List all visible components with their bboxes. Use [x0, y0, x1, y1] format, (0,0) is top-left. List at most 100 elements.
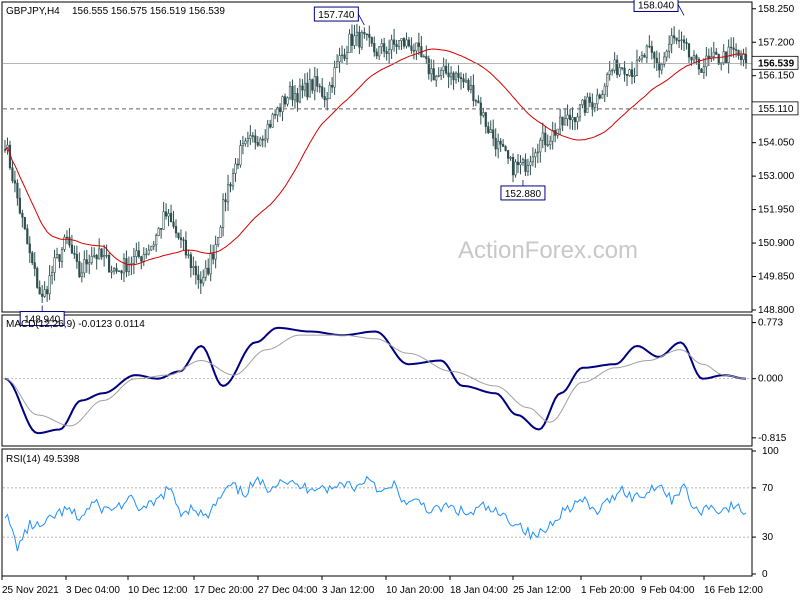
candle-body	[616, 59, 619, 76]
candle-body	[58, 254, 61, 262]
candle-body	[658, 62, 661, 71]
candle-body	[130, 263, 133, 265]
candle-body	[50, 272, 54, 277]
candle-body	[467, 79, 470, 90]
candle-body	[241, 143, 245, 146]
candle-body	[484, 112, 487, 127]
candle-body	[323, 96, 326, 101]
candle-body	[734, 49, 738, 51]
candle-body	[623, 67, 626, 75]
candle-body	[603, 85, 606, 95]
candle-body	[160, 228, 163, 230]
candle-body	[509, 157, 512, 159]
annotation-label: 152.880	[505, 189, 542, 200]
time-tick-label: 3 Dec 04:00	[66, 585, 120, 596]
candle-body	[98, 248, 101, 260]
candle-body	[474, 100, 477, 102]
macd-tick-label: 0.000	[758, 374, 783, 385]
candle-body	[321, 86, 324, 97]
candle-body	[539, 139, 542, 153]
candle-body	[288, 86, 292, 99]
price-tick-label: 156.150	[758, 71, 795, 82]
candle-body	[571, 117, 574, 121]
candle-body	[695, 55, 698, 60]
candle-body	[685, 42, 688, 44]
candle-body	[199, 279, 202, 284]
candle-body	[663, 56, 666, 65]
candle-body	[167, 213, 170, 217]
candle-body	[606, 74, 609, 87]
candle-body	[625, 74, 629, 76]
candle-body	[212, 253, 215, 260]
candle-body	[286, 97, 289, 105]
candle-body	[340, 54, 344, 57]
candle-body	[519, 162, 522, 166]
candle-body	[125, 258, 128, 272]
candle-body	[593, 103, 596, 108]
candle-body	[28, 243, 31, 254]
candle-body	[412, 50, 416, 52]
candle-body	[668, 43, 671, 52]
candle-body	[217, 237, 220, 245]
candle-body	[531, 156, 534, 163]
candle-body	[135, 250, 138, 257]
candle-body	[174, 226, 178, 234]
annotation-label: 157.740	[318, 10, 355, 21]
candle-body	[395, 44, 398, 48]
candle-body	[415, 42, 418, 52]
candle-body	[145, 253, 148, 256]
candle-body	[407, 39, 411, 47]
annotation-label: 158.040	[638, 0, 675, 11]
candle-body	[269, 123, 272, 128]
time-axis: 25 Nov 2021 3 Dec 04:00 10 Dec 12:00 17 Dec…	[1, 576, 763, 596]
candle-body	[46, 289, 49, 295]
candle-body	[598, 94, 601, 99]
support-level-box	[751, 101, 799, 116]
candle-body	[120, 270, 123, 274]
candle-body	[677, 40, 681, 42]
candle-body	[26, 228, 29, 245]
candle-body	[536, 151, 539, 154]
candle-body	[226, 184, 230, 203]
candle-body	[583, 99, 587, 113]
candle-body	[700, 68, 703, 73]
rsi-layer: 100 70 30 0	[3, 446, 779, 580]
candle-body	[596, 94, 599, 105]
time-tick-label: 1 Feb 20:00	[581, 585, 635, 596]
candle-body	[53, 257, 56, 273]
candle-body	[534, 152, 537, 158]
candle-body	[400, 38, 403, 42]
candle-body	[630, 69, 634, 77]
candle-body	[650, 46, 653, 53]
candle-body	[440, 70, 443, 76]
candle-body	[328, 84, 331, 99]
candle-body	[182, 239, 185, 241]
candle-body	[333, 67, 336, 88]
candle-body	[645, 45, 648, 58]
macd-tick-label: 0.773	[758, 318, 783, 329]
candle-body	[601, 94, 604, 99]
candle-body	[566, 114, 569, 120]
candle-body	[506, 150, 510, 159]
price-tick-label: 153.000	[758, 171, 795, 182]
candle-body	[549, 140, 552, 145]
candle-body	[635, 59, 639, 76]
price-tick-label: 157.200	[758, 37, 795, 48]
candle-body	[236, 163, 240, 166]
candle-body	[311, 79, 314, 91]
candle-body	[189, 254, 192, 268]
candle-body	[164, 211, 168, 217]
rsi-tick-label: 0	[762, 569, 768, 580]
candle-body	[350, 33, 354, 46]
candle-body	[281, 96, 284, 113]
candle-body	[494, 137, 497, 150]
time-tick-label: 16 Feb 12:00	[704, 585, 763, 596]
candle-body	[75, 254, 78, 262]
candle-body	[348, 33, 351, 54]
candle-body	[383, 43, 386, 52]
price-axis: 148.800 149.850 150.900 151.950 153.000 154.0…	[751, 4, 799, 316]
candle-body	[353, 35, 356, 46]
candle-body	[23, 216, 26, 229]
candle-body	[291, 86, 294, 101]
